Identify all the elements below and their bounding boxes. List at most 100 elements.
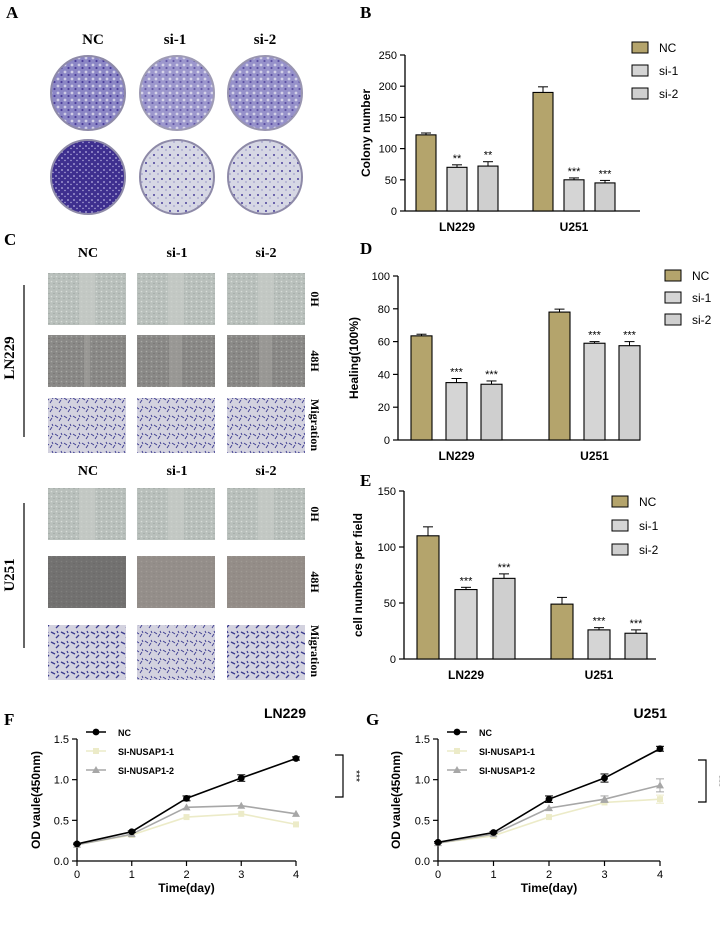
wound-image-ln229-48h-si1 <box>137 335 215 387</box>
legend-label: NC <box>118 728 131 738</box>
data-point <box>238 810 245 817</box>
bar <box>454 589 478 660</box>
colony-dish-si2-top <box>227 55 303 131</box>
data-point <box>292 755 300 762</box>
panel-a-column-label-nc: NC <box>82 32 104 48</box>
legend-label: NC <box>479 728 492 738</box>
legend-swatch <box>631 41 649 54</box>
wound-image-ln229-0h-nc <box>48 273 126 325</box>
y-tick-label: 200 <box>379 81 397 93</box>
legend-label: NC <box>639 495 657 509</box>
panel-a: A NC si-1 si-2 <box>6 3 303 215</box>
y-tick-label: 0.5 <box>415 815 430 827</box>
significance-label: *** <box>593 616 607 628</box>
y-tick-label: 100 <box>378 542 396 554</box>
significance-label: *** <box>588 330 602 342</box>
panel-a-column-label-si1: si-1 <box>164 32 187 48</box>
significance-bracket <box>335 754 344 798</box>
wound-image-ln229-48h-si2 <box>227 335 305 387</box>
line-chart-ln229-od: LN229 0.0 0.5 1.0 1.5 0 1 2 3 4 Time(day) OD vaule(… <box>29 705 361 895</box>
legend-label: si-2 <box>639 543 659 557</box>
wound-image-ln229-0h-si2 <box>227 273 305 325</box>
bar-chart-colony-number: 0 50 100 150 200 250 Colony number ** ** LN229 ***… <box>359 41 679 234</box>
wound-image-u251-48h-nc <box>48 556 126 608</box>
y-axis-label: OD vaule(450nm) <box>389 751 403 849</box>
wound-image-u251-0h-si2 <box>227 488 305 540</box>
panel-letter-a: A <box>6 3 19 22</box>
panel-c: C NC si-1 si-2 NC si-1 si-2 LN229 U251 0… <box>2 230 322 680</box>
legend-label: SI-NUSAP1-2 <box>118 766 174 776</box>
panel-c-col-si2-top: si-2 <box>256 246 277 261</box>
legend-label: si-1 <box>639 519 659 533</box>
y-tick-label: 50 <box>384 598 396 610</box>
x-tick-label: LN229 <box>439 220 475 234</box>
data-point <box>434 838 442 846</box>
data-point <box>128 828 136 836</box>
data-point <box>92 766 100 773</box>
cell-line-label-u251: U251 <box>2 558 18 591</box>
data-point <box>92 728 100 736</box>
chart-title: LN229 <box>264 705 306 721</box>
bar <box>548 311 571 441</box>
y-tick-label: 0.5 <box>54 815 69 827</box>
x-tick-label: 1 <box>490 869 496 881</box>
bar-chart-cell-numbers: 0 50 100 150 cell numbers per field *** *** LN2… <box>351 486 659 682</box>
data-point <box>182 803 191 811</box>
bar <box>594 182 616 212</box>
x-tick-label: 4 <box>293 869 299 881</box>
bar <box>415 134 437 212</box>
row-label-u251-migration: Migration <box>308 625 322 677</box>
data-point <box>600 795 609 803</box>
data-point <box>454 748 460 754</box>
panel-c-col-si1-bottom: si-1 <box>167 464 188 479</box>
data-point <box>183 794 190 802</box>
significance-label: *** <box>450 367 464 379</box>
data-point <box>453 766 461 773</box>
legend-label: SI-NUSAP1-1 <box>479 747 535 757</box>
bar <box>446 166 468 212</box>
legend-swatch <box>664 269 682 282</box>
y-tick-label: 1.5 <box>54 734 69 746</box>
colony-dish-si1-top <box>139 55 215 131</box>
panel-e: E 0 50 100 150 cell numbers per field *** *** L… <box>351 471 659 682</box>
significance-label: *** <box>460 575 474 587</box>
migration-image-u251-nc <box>48 625 126 680</box>
x-tick-label: U251 <box>585 668 614 682</box>
panel-letter-c: C <box>4 230 16 249</box>
panel-d: D 0 20 40 60 80 100 Healing(100%) *** *** LN229 **… <box>347 239 712 463</box>
legend-label: si-1 <box>692 291 712 305</box>
y-tick-label: 0 <box>390 654 396 666</box>
legend-swatch <box>611 543 629 556</box>
wound-image-u251-48h-si2 <box>227 556 305 608</box>
bar <box>532 91 554 212</box>
y-axis-label: cell numbers per field <box>351 513 365 637</box>
data-point <box>73 840 81 848</box>
panel-letter-f: F <box>4 710 14 729</box>
significance-label: *** <box>568 166 582 178</box>
significance-bracket <box>698 759 707 803</box>
row-label-ln229-0h: 0H <box>308 291 322 307</box>
row-label-u251-48h: 48H <box>308 571 322 593</box>
y-tick-label: 150 <box>378 486 396 498</box>
y-tick-label: 250 <box>379 50 397 62</box>
significance-label: *** <box>630 618 644 630</box>
migration-image-u251-si1 <box>137 625 215 680</box>
bar <box>492 577 516 660</box>
y-tick-label: 0.0 <box>54 856 69 868</box>
data-point <box>292 809 300 817</box>
bar <box>563 179 585 212</box>
y-axis-label: Colony number <box>359 89 373 177</box>
row-label-ln229-migration: Migration <box>308 399 322 451</box>
y-axis-label: Healing(100%) <box>347 317 361 399</box>
significance-label: ** <box>453 153 462 165</box>
legend-label: SI-NUSAP1-1 <box>118 747 174 757</box>
legend-swatch <box>664 291 682 304</box>
x-tick-label: LN229 <box>438 449 474 463</box>
x-axis-label: Time(day) <box>521 881 577 895</box>
panel-f: F LN229 0.0 0.5 1.0 1.5 0 1 2 3 4 Time(day) OD vaul… <box>4 705 361 895</box>
legend-swatch <box>611 519 629 532</box>
panel-b: B 0 50 100 150 200 250 Colony number ** ** LN229 *… <box>359 3 679 234</box>
panel-c-col-si1-top: si-1 <box>167 246 188 261</box>
data-point <box>656 745 664 753</box>
panel-c-col-nc-bottom: NC <box>78 464 98 479</box>
